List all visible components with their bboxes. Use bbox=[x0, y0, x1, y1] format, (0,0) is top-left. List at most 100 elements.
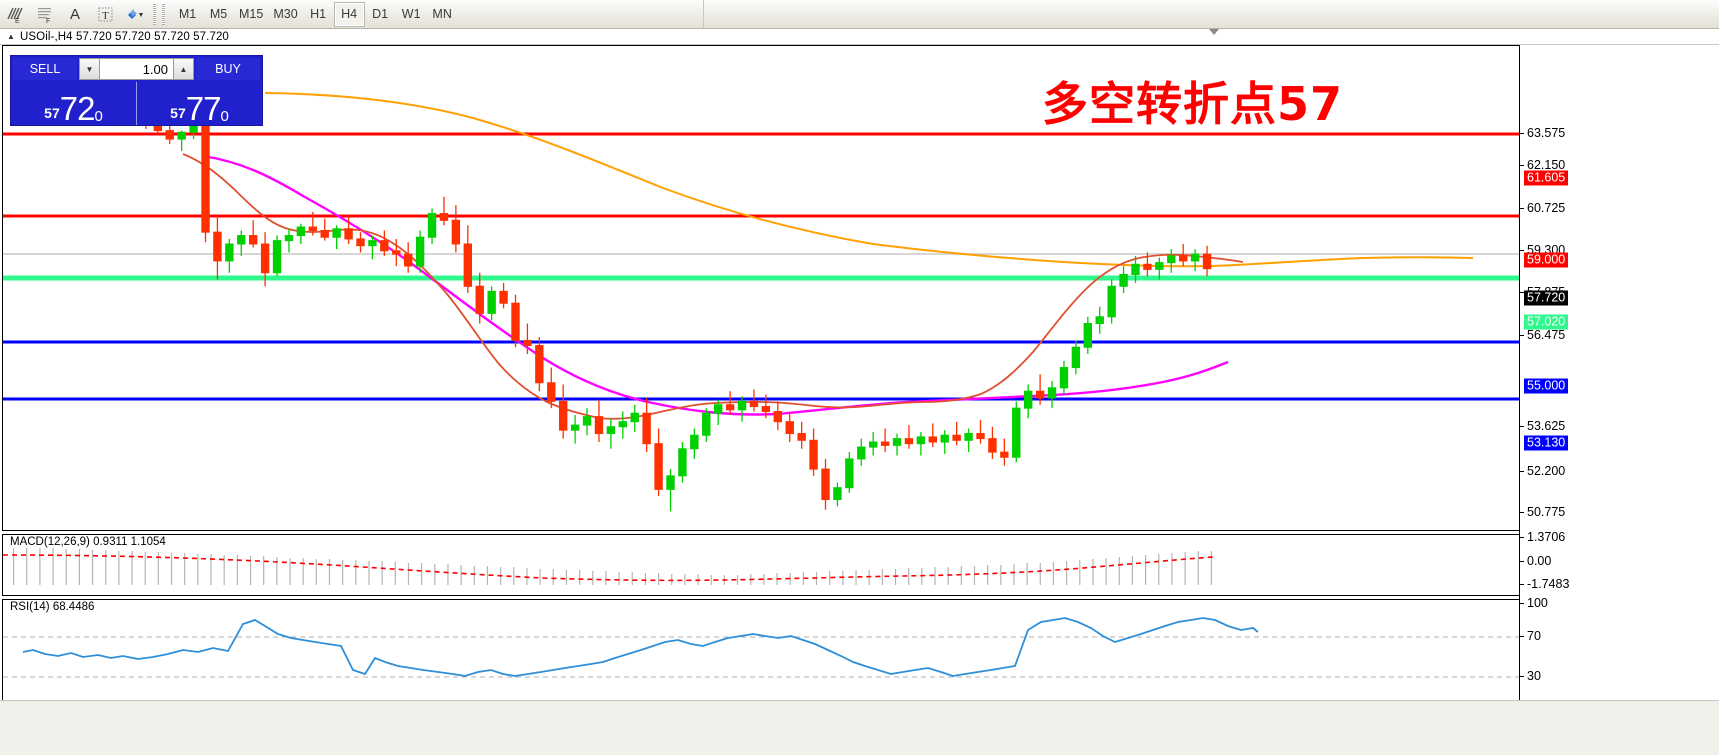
candlestick-series bbox=[129, 98, 1212, 512]
chart-annotation-text: 多空转折点57 bbox=[1042, 77, 1344, 131]
macd-pane[interactable]: MACD(12,26,9) 0.9311 1.1054 bbox=[2, 534, 1521, 596]
rsi-chart-svg bbox=[3, 617, 1520, 678]
price-tick-label: 60.725 bbox=[1527, 201, 1566, 215]
candle-body bbox=[678, 448, 687, 477]
sell-button[interactable]: SELL bbox=[13, 58, 77, 80]
candle-body bbox=[976, 433, 985, 440]
candle-body bbox=[916, 436, 926, 445]
candle-body bbox=[260, 243, 270, 274]
ma-magenta-line bbox=[202, 154, 1229, 416]
sell-price-display[interactable]: 57 72 0 bbox=[11, 82, 137, 125]
price-tick bbox=[1519, 561, 1524, 562]
symbol-info-bar: ▲ USOil-,H4 57.720 57.720 57.720 57.720 bbox=[0, 29, 1719, 45]
price-badge: 55.000 bbox=[1524, 378, 1569, 394]
buy-button[interactable]: BUY bbox=[196, 58, 260, 80]
candle-body bbox=[1178, 255, 1188, 262]
timeframe-w1[interactable]: W1 bbox=[396, 2, 427, 27]
status-bar bbox=[0, 700, 1719, 755]
volume-input[interactable]: 1.00 bbox=[100, 58, 173, 80]
buy-price-display[interactable]: 57 77 0 bbox=[137, 82, 262, 125]
timeframe-m5[interactable]: M5 bbox=[203, 2, 234, 27]
timeframe-d1[interactable]: D1 bbox=[365, 2, 396, 27]
candle-body bbox=[785, 421, 794, 435]
tf-label: W1 bbox=[401, 7, 421, 21]
volume-stepper[interactable]: ▼ 1.00 ▲ bbox=[79, 58, 194, 80]
candle-body bbox=[952, 434, 961, 441]
macd-histogram bbox=[12, 547, 1213, 585]
price-pane[interactable] bbox=[2, 45, 1521, 531]
macd-tick-label: 1.3706 bbox=[1527, 530, 1566, 544]
candle-body bbox=[225, 243, 234, 262]
volume-decrement-icon[interactable]: ▼ bbox=[79, 58, 100, 80]
candle-body bbox=[558, 400, 568, 431]
sell-price-fraction: 0 bbox=[94, 108, 103, 125]
indicators-icon[interactable]: E bbox=[0, 1, 30, 28]
timeframe-m30[interactable]: M30 bbox=[268, 2, 302, 27]
candle-body bbox=[427, 213, 437, 238]
tf-label: M30 bbox=[273, 7, 298, 21]
candle-body bbox=[237, 235, 246, 245]
main-toolbar: E F A T M1 M5 M15 M30 H1 H4 bbox=[0, 0, 1719, 29]
toolbar-separator bbox=[150, 2, 159, 26]
price-tick-label: 53.625 bbox=[1527, 419, 1566, 433]
text-tool-icon[interactable]: T bbox=[90, 1, 120, 28]
price-tick-label: 56.475 bbox=[1527, 328, 1566, 342]
candle-body bbox=[547, 382, 556, 402]
candle-body bbox=[713, 404, 723, 414]
price-scale[interactable]: 63.57562.15061.60560.72559.30059.00057.8… bbox=[1519, 45, 1719, 755]
chevron-down-icon[interactable] bbox=[1208, 28, 1220, 36]
svg-text:T: T bbox=[102, 10, 109, 22]
rsi-label: RSI(14) 68.4486 bbox=[8, 601, 97, 613]
candle-body bbox=[177, 131, 186, 140]
candle-body bbox=[356, 238, 365, 247]
candle-body bbox=[1083, 323, 1093, 348]
candle-body bbox=[570, 424, 580, 431]
timeframe-h4[interactable]: H4 bbox=[333, 1, 365, 27]
timeframe-m15[interactable]: M15 bbox=[234, 2, 268, 27]
candle-body bbox=[654, 443, 663, 490]
price-tick-label: 52.200 bbox=[1527, 464, 1566, 478]
price-tick bbox=[1519, 512, 1524, 513]
price-tick bbox=[1519, 603, 1524, 604]
rsi-pane[interactable]: RSI(14) 68.4486 bbox=[2, 599, 1521, 717]
periodicity-icon[interactable]: F bbox=[30, 1, 60, 28]
macd-chart-svg bbox=[3, 547, 1214, 585]
autoscroll-icon[interactable]: A bbox=[69, 5, 80, 23]
candle-body bbox=[1143, 263, 1152, 270]
candle-body bbox=[165, 130, 174, 140]
price-tick bbox=[1519, 584, 1524, 585]
trade-panel-prices: 57 72 0 57 77 0 bbox=[11, 82, 262, 125]
toolbar-grip[interactable] bbox=[159, 2, 168, 26]
timeframe-m1[interactable]: M1 bbox=[172, 2, 203, 27]
tf-label: M1 bbox=[178, 7, 197, 21]
buy-price-prefix: 57 bbox=[170, 105, 186, 121]
price-badge: 57.720 bbox=[1524, 290, 1569, 306]
ma-red-line bbox=[182, 153, 1244, 420]
price-tick bbox=[1519, 471, 1524, 472]
toolbar-empty-area bbox=[703, 0, 1719, 29]
tf-label: H1 bbox=[310, 7, 327, 21]
timeframe-h1[interactable]: H1 bbox=[303, 2, 334, 27]
sell-price-prefix: 57 bbox=[44, 105, 60, 121]
candle-body bbox=[761, 405, 771, 413]
sell-price-main: 72 bbox=[59, 90, 96, 128]
macd-tick-label: 0.00 bbox=[1527, 554, 1552, 568]
chart-area[interactable]: MACD(12,26,9) 0.9311 1.1054 RSI(14) 68.4… bbox=[0, 45, 1719, 755]
candle-body bbox=[284, 235, 294, 242]
collapse-icon[interactable]: ▲ bbox=[7, 32, 15, 41]
candle-body bbox=[1000, 451, 1009, 458]
timeframe-mn[interactable]: MN bbox=[427, 2, 458, 27]
candle-body bbox=[737, 400, 747, 411]
templates-icon[interactable] bbox=[120, 1, 150, 28]
candle-body bbox=[1023, 390, 1033, 409]
price-tick bbox=[1519, 133, 1524, 134]
candle-body bbox=[606, 426, 616, 435]
one-click-trade-panel[interactable]: SELL ▼ 1.00 ▲ BUY 57 72 0 57 77 0 bbox=[10, 55, 263, 126]
candle-body bbox=[308, 226, 318, 231]
volume-increment-icon[interactable]: ▲ bbox=[173, 58, 194, 80]
price-tick bbox=[1519, 165, 1524, 166]
price-tick bbox=[1519, 676, 1524, 677]
sell-label: SELL bbox=[29, 62, 61, 76]
buy-price-main: 77 bbox=[185, 90, 222, 128]
candle-body bbox=[439, 213, 449, 221]
